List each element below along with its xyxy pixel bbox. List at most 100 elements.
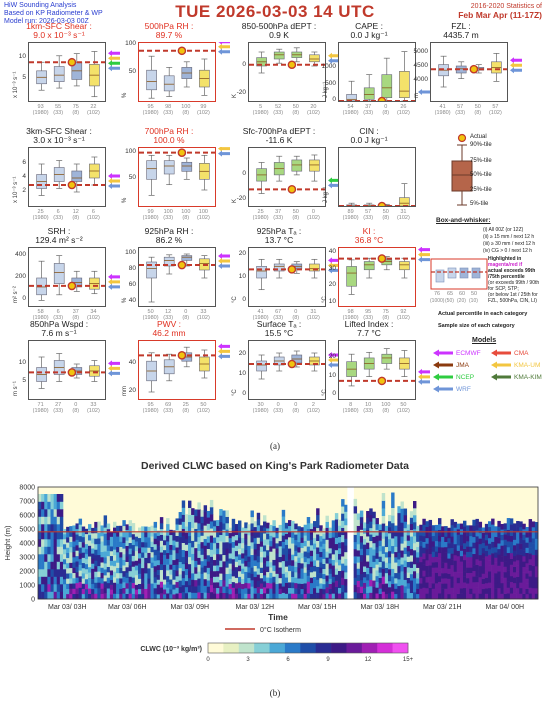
panel-title: PWV : xyxy=(156,319,182,329)
sample-size: (1980) xyxy=(142,408,159,414)
sample-size: (102) xyxy=(396,315,410,321)
panel-plot xyxy=(28,147,106,207)
panel-value: 3.0 x 10⁻³ s⁻¹ xyxy=(33,135,85,145)
panel-plot-svg xyxy=(139,148,215,196)
box-whisker-2 xyxy=(163,154,175,186)
percentile-value: 50 xyxy=(474,104,481,110)
model-item: KMA-KIM xyxy=(490,373,542,381)
panel-title: SRH : xyxy=(47,226,71,236)
actual-marker xyxy=(287,185,297,194)
panel-2: 500hPa RH :89.7 % 50 100% 95 (1980) 98 (33) 100… xyxy=(118,22,230,117)
sample-label: 30 (1980) xyxy=(253,402,269,414)
model-arrow-icon xyxy=(218,343,230,350)
box-whisker-1 xyxy=(346,80,357,101)
sample-size: (102) xyxy=(396,110,410,116)
panel-value: 129.4 m² s⁻² xyxy=(35,235,83,245)
box-whisker-2 xyxy=(363,257,375,279)
percentile-value: 50 xyxy=(147,309,154,315)
percentile-value: 2 xyxy=(311,402,315,408)
model-arrows xyxy=(418,89,430,95)
sample-size: (8) xyxy=(382,110,390,116)
model-name: WRF xyxy=(456,385,471,393)
percentile-value: 30 xyxy=(257,402,264,408)
percentile-value: 41 xyxy=(257,309,264,315)
sample-label: 33 (102) xyxy=(85,402,101,414)
colorbar-segment xyxy=(223,643,240,653)
model-arrows xyxy=(328,52,340,64)
panel-3: 850-500hPa dEPT :0.9 K -20 0 K 5 (1980) 52 (33)… xyxy=(228,22,340,117)
model-arrow-icon xyxy=(218,353,230,360)
box-whisker-2 xyxy=(363,74,375,101)
panel-plot xyxy=(248,42,326,102)
panel-plot xyxy=(138,42,216,102)
box-whisker-3 xyxy=(71,163,83,193)
y-tick-label: 10 xyxy=(328,371,336,379)
sample-size: (102) xyxy=(86,315,100,321)
percentile-value: 54 xyxy=(347,104,354,110)
y-unit-label: °C xyxy=(322,296,328,303)
y-unit-label: °C xyxy=(232,296,238,303)
actual-marker xyxy=(67,180,77,190)
percentile-value: 50 xyxy=(382,209,389,215)
colorbar-tick-label: 12 xyxy=(365,657,372,663)
model-item: CMA xyxy=(490,349,528,357)
y-tick-label: 4000 xyxy=(413,76,428,84)
box-whisker-4 xyxy=(89,51,100,98)
sample-label: 54 (1980) xyxy=(343,104,359,116)
sample-size: (102) xyxy=(488,110,502,116)
percentile-value: 41 xyxy=(439,104,446,110)
sample-label: 99 (102) xyxy=(195,104,211,116)
colorbar-segment xyxy=(254,643,270,653)
sample-size: (33) xyxy=(163,408,174,414)
header-left: HiW Sounding Analysis Based on KP Radiom… xyxy=(4,2,103,26)
sample-label: 6 (33) xyxy=(50,309,66,321)
y-tick-label: 4500 xyxy=(413,62,428,70)
y-unit-label: K xyxy=(232,198,238,203)
sample-label: 57 (33) xyxy=(452,104,468,116)
box-whisker-2 xyxy=(163,67,175,97)
panel-value: 86.2 % xyxy=(155,235,183,245)
panel-plot xyxy=(248,247,326,307)
model-name: JMA xyxy=(456,361,469,369)
sample-label: 5 (1980) xyxy=(253,104,269,116)
sample-label: 22 (102) xyxy=(85,104,101,116)
clwc-chart-title: Derived CLWC based on King's Park Radiom… xyxy=(141,460,409,472)
y-tick-label: 100 xyxy=(125,40,136,47)
percentile-value: 67 xyxy=(275,309,282,315)
sample-size: (1980) xyxy=(342,315,359,321)
percentile-value: 25 xyxy=(182,402,189,408)
panel-11: 925hPa RH :86.2 % 40 60 80 100% 50 (1980) 12 (33… xyxy=(118,227,230,322)
model-name: ECMWF xyxy=(456,349,481,357)
legend-p25-label: 25%-tile xyxy=(470,187,492,193)
model-arrow-icon xyxy=(418,247,430,253)
actual-marker xyxy=(67,368,77,377)
model-arrow-icon xyxy=(418,378,430,385)
y-tick-label: -20 xyxy=(236,194,246,202)
sample-size: (1980) xyxy=(252,408,269,414)
box-whisker-4 xyxy=(399,257,410,279)
panel-10: SRH :129.4 m² s⁻² 0 200 400 m² s⁻² 58 (1980) 6(… xyxy=(8,226,120,322)
y-tick-label: 40 xyxy=(328,248,336,256)
sample-size: (33) xyxy=(363,215,374,221)
panel-plot-svg xyxy=(29,353,105,389)
percentile-value: 33 xyxy=(200,309,207,315)
y-tick-label: 6000 xyxy=(19,513,35,520)
percentile-value: 25 xyxy=(37,209,44,215)
panel-14: 850hPa Wspd :7.6 m s⁻¹ 5 10 m s⁻¹ 71 (1980) 27… xyxy=(8,320,120,415)
model-arrow-icon xyxy=(218,258,230,265)
box-whisker-4 xyxy=(309,51,320,67)
box-whisker-4 xyxy=(491,53,502,82)
model-arrow-icon xyxy=(108,55,120,62)
sample-label: 50 (102) xyxy=(395,402,411,414)
sample-size: (33) xyxy=(363,110,374,116)
y-tick-label: 80 xyxy=(128,265,136,272)
panel-17: Lifted Index :7.7 °C 0 10 20 °C 8 (1980) 10 (33)… xyxy=(318,320,430,415)
y-tick-label: 7000 xyxy=(19,499,35,506)
actual-marker xyxy=(377,376,387,386)
actual-marker xyxy=(177,46,187,56)
sample-size: (1980) xyxy=(434,110,451,116)
caption-b: (b) xyxy=(269,688,281,698)
box-whisker-1 xyxy=(36,61,47,91)
y-unit-label: m² s⁻² xyxy=(13,286,19,303)
x-tick-label: Mar 03/ 12H xyxy=(236,604,275,611)
